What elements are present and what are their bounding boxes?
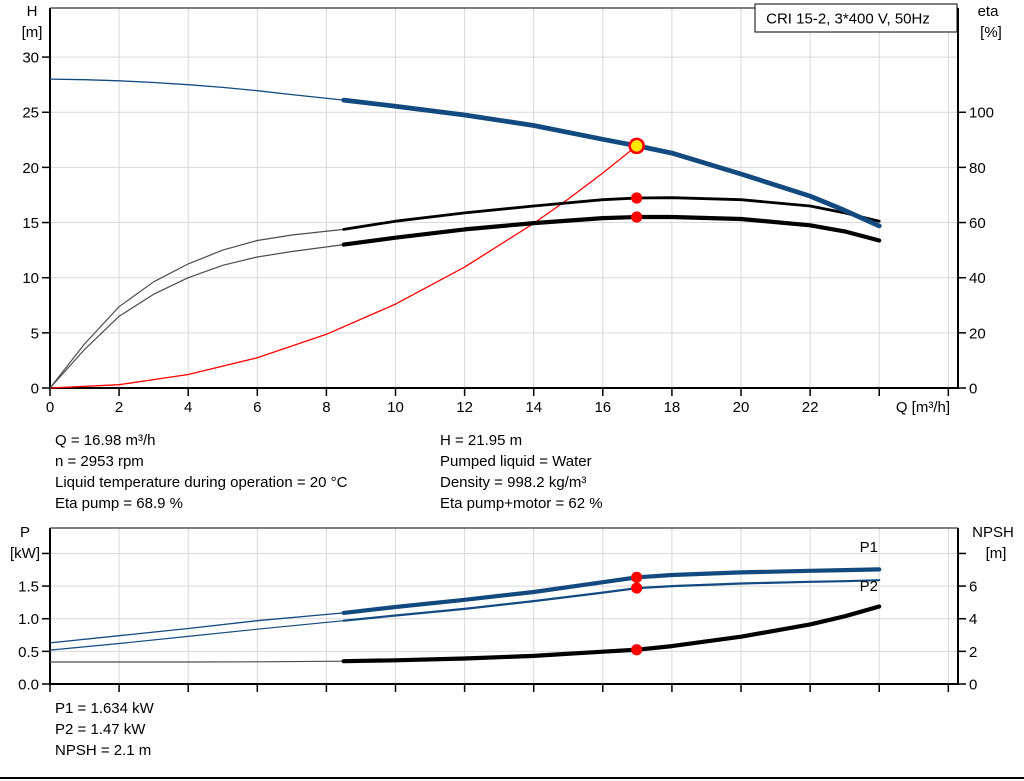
p1-curve-thin bbox=[49, 612, 344, 644]
left-tick-label: 0.0 bbox=[18, 677, 39, 694]
left-axis-label: [m] bbox=[22, 24, 43, 41]
left-tick-label: 10 bbox=[22, 270, 39, 287]
chart-title-box bbox=[754, 3, 958, 33]
bottom-divider bbox=[0, 777, 1024, 779]
right-axis-label: [m] bbox=[986, 545, 1007, 562]
eta-pump-curve-thin bbox=[49, 228, 344, 389]
x-tick-label: 2 bbox=[115, 399, 123, 416]
hq-eta-chart: 0 2 4 6 8 10 12 14 16 18 20 22 0 5 10 15 20 25 30 0 20 40 60 80… bbox=[22, 3, 1002, 416]
npsh-curve-thin bbox=[50, 660, 344, 663]
p2-value: P2 = 1.47 kW bbox=[55, 721, 146, 738]
left-tick-label: 5 bbox=[31, 325, 39, 342]
x-axis-label: Q [m³/h] bbox=[896, 399, 950, 416]
right-tick-label: 20 bbox=[969, 325, 986, 342]
left-axis-label: [kW] bbox=[10, 545, 40, 562]
power-npsh-chart: 0.0 0.5 1.0 1.5 0 2 4 6 P [kW] NPSH [m] P1 P2 bbox=[10, 524, 1014, 694]
npsh-value: NPSH = 2.1 m bbox=[55, 742, 152, 759]
x-tick-label: 8 bbox=[322, 399, 330, 416]
curve-label-p1: P1 bbox=[860, 539, 878, 556]
x-tick-label: 6 bbox=[253, 399, 261, 416]
gridlines bbox=[50, 8, 958, 388]
operating-data-right: H = 21.95 m Pumped liquid = Water Densit… bbox=[440, 430, 603, 514]
duty-point bbox=[628, 137, 645, 155]
right-tick-label: 4 bbox=[969, 611, 977, 628]
left-tick-label: 15 bbox=[22, 215, 39, 232]
left-tick-label: 30 bbox=[22, 50, 39, 67]
x-tick-label: 20 bbox=[733, 399, 750, 416]
left-tick-label: 0 bbox=[31, 381, 39, 398]
eta-pump-motor-value: Eta pump+motor = 62 % bbox=[440, 495, 603, 512]
right-tick-label: 80 bbox=[969, 160, 986, 177]
pumped-liquid-value: Pumped liquid = Water bbox=[440, 453, 592, 470]
axis-tick-labels: 0 2 4 6 8 10 12 14 16 18 20 22 0 5 10 15 20 25 30 0 20 40 60 80… bbox=[22, 50, 994, 416]
x-tick-label: 16 bbox=[594, 399, 611, 416]
right-tick-label: 60 bbox=[969, 215, 986, 232]
p1-point bbox=[631, 571, 643, 583]
right-axis-label: eta bbox=[978, 3, 1000, 20]
head-curve-thin bbox=[49, 78, 344, 101]
power-data: P1 = 1.634 kW P2 = 1.47 kW NPSH = 2.1 m bbox=[55, 698, 154, 761]
x-tick-label: 4 bbox=[184, 399, 192, 416]
right-axis-label: NPSH bbox=[972, 524, 1014, 541]
p2-curve-thin bbox=[49, 620, 344, 651]
p1-value: P1 = 1.634 kW bbox=[55, 700, 154, 717]
curve-label-p2: P2 bbox=[860, 578, 878, 595]
p2-point bbox=[631, 582, 643, 594]
npsh-point bbox=[631, 644, 643, 656]
eta-pump-motor-curve-thin bbox=[49, 244, 344, 389]
system-curve bbox=[49, 145, 638, 389]
chart-title: CRI 15-2, 3*400 V, 50Hz bbox=[766, 11, 930, 28]
head-value: H = 21.95 m bbox=[440, 432, 523, 449]
gridlines bbox=[50, 528, 958, 684]
x-tick-label: 14 bbox=[525, 399, 542, 416]
left-tick-label: 20 bbox=[22, 160, 39, 177]
left-tick-label: 1.0 bbox=[18, 611, 39, 628]
density-value: Density = 998.2 kg/m³ bbox=[440, 474, 587, 491]
eta-pump-motor-curve bbox=[341, 214, 882, 247]
right-tick-label: 0 bbox=[969, 381, 977, 398]
right-tick-label: 0 bbox=[969, 677, 977, 694]
liquid-temperature-value: Liquid temperature during operation = 20… bbox=[55, 474, 348, 491]
x-tick-label: 22 bbox=[802, 399, 819, 416]
right-tick-label: 2 bbox=[969, 644, 977, 661]
right-tick-label: 100 bbox=[969, 105, 994, 122]
x-tick-label: 0 bbox=[46, 399, 54, 416]
right-axis-label: [%] bbox=[980, 24, 1002, 41]
operating-data-left: Q = 16.98 m³/h n = 2953 rpm Liquid tempe… bbox=[55, 430, 347, 514]
axis-ticks bbox=[42, 552, 966, 692]
left-tick-label: 0.5 bbox=[18, 644, 39, 661]
right-tick-label: 6 bbox=[969, 579, 977, 596]
left-tick-label: 25 bbox=[22, 105, 39, 122]
axis-tick-labels: 0.0 0.5 1.0 1.5 0 2 4 6 bbox=[18, 579, 977, 694]
eta-pump-value: Eta pump = 68.9 % bbox=[55, 495, 183, 512]
npsh-curve bbox=[341, 604, 882, 664]
flow-value: Q = 16.98 m³/h bbox=[55, 432, 156, 449]
x-tick-label: 10 bbox=[387, 399, 404, 416]
speed-value: n = 2953 rpm bbox=[55, 453, 144, 470]
x-tick-label: 18 bbox=[664, 399, 681, 416]
left-tick-label: 1.5 bbox=[18, 579, 39, 596]
x-tick-label: 12 bbox=[456, 399, 473, 416]
eta-pump-motor-point bbox=[631, 211, 643, 223]
head-curve bbox=[341, 97, 882, 229]
eta-pump-point bbox=[631, 192, 643, 204]
axis-ticks bbox=[42, 56, 966, 396]
left-axis-label: H bbox=[27, 3, 38, 20]
left-axis-label: P bbox=[20, 524, 30, 541]
right-tick-label: 40 bbox=[969, 270, 986, 287]
